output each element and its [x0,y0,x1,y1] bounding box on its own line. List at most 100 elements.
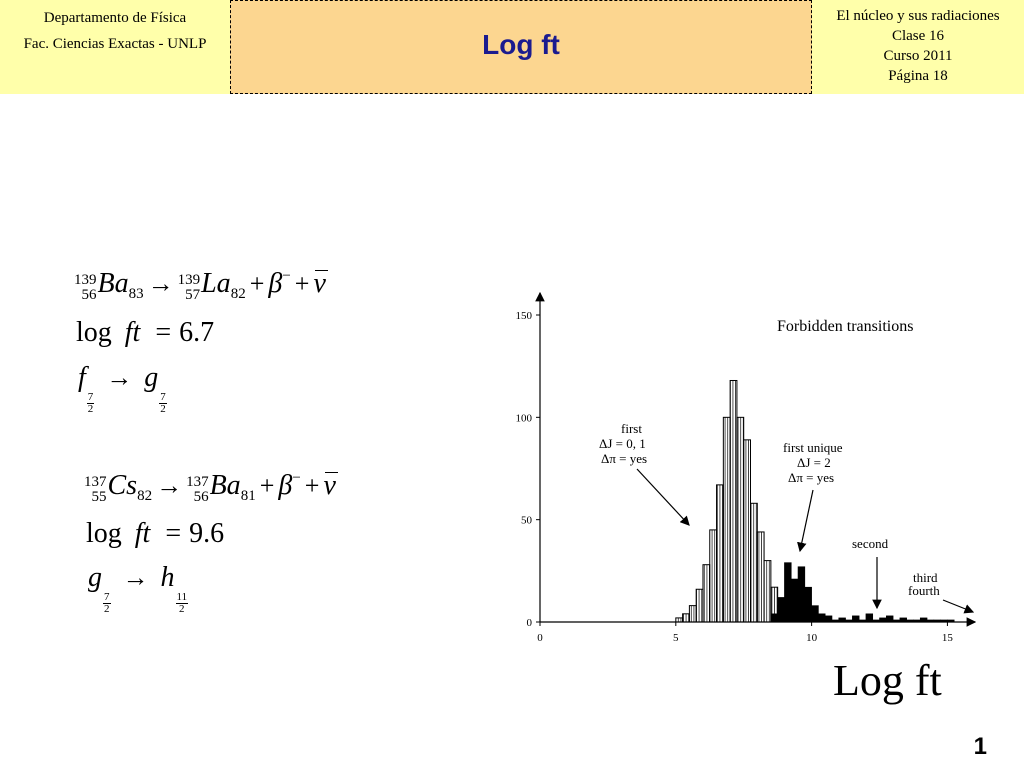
histogram-bar-allowed [702,564,711,623]
annotation-fourth: fourth [908,583,940,598]
j-numerator: 7 [103,591,111,604]
element-symbol: La [201,268,231,299]
histogram-bar-allowed [675,617,684,623]
x-tick-label: 0 [537,632,543,644]
charge-sign: − [292,470,301,486]
mass-number: 139 [177,272,201,289]
arrow-first [636,468,690,526]
histogram-bar-forbidden [818,613,826,623]
equals-sign: = [165,518,182,549]
class-number: Clase 16 [891,28,945,44]
ft-text: ft [134,518,151,549]
histogram-bar-forbidden [804,586,812,623]
x-tick-label: 5 [673,632,679,644]
j-denominator: 2 [87,403,94,415]
arrow: → [147,269,174,298]
beta-symbol: β [278,470,293,501]
histogram-bar-allowed [743,439,751,623]
logft-value: 6.7 [179,317,215,348]
histogram-bar-allowed [763,560,772,623]
department-label: Departamento de Física [43,10,187,26]
histogram-bar-forbidden [824,615,833,623]
annotation-first-unique: first unique ΔJ = 2 Δπ = yes [783,440,843,485]
annotation-second: second [852,536,889,551]
histogram-bar-forbidden [879,617,887,623]
y-tick-label: 150 [516,310,533,322]
j-denominator: 2 [104,603,110,615]
x-axis-label: Log ft [833,656,942,705]
arrow: → [156,471,183,500]
cs-decay-equation: 137 55 Cs82 → 137 56 Ba81 + β− + ν [84,470,339,505]
plus-sign: + [259,471,275,500]
annotation-text: ΔJ = 2 [797,455,831,470]
header-left-panel: Departamento de Física Fac. Ciencias Exa… [0,0,230,94]
equals-sign: = [155,317,172,348]
arrow-first-unique [797,489,814,553]
histogram-bar-allowed [736,416,745,623]
arrow: → [106,363,133,392]
histogram-bar-forbidden [865,613,874,623]
histogram-bar-forbidden [784,562,792,623]
logft-histogram: 0 50 100 150 0 5 10 15 Forbidden transitions fi… [516,291,977,705]
header-title-panel: Log ft [230,0,812,94]
j-denominator: 2 [160,403,166,415]
histogram-bar-forbidden [919,617,928,623]
page-number: 1 [973,733,987,760]
x-tick-label: 15 [942,632,954,644]
histogram-bar-allowed [682,613,690,623]
logft-value: 9.6 [189,518,225,549]
histogram-bar-allowed [716,484,724,623]
ba-logft-equation: log ft = 6.7 [76,317,214,349]
beta-symbol: β [268,268,283,299]
neutron-number: 82 [230,286,246,302]
histogram-bar-forbidden [770,613,778,623]
histogram-bar-allowed [688,605,697,623]
header-right-panel: El núcleo y sus radiaciones Clase 16 Cur… [812,0,1024,94]
arrow-third-fourth [942,599,975,614]
histogram-bar-forbidden [790,578,799,623]
histogram-bar-forbidden [852,615,860,623]
histogram-bar-forbidden [886,615,894,623]
histogram-bar-forbidden [838,617,846,623]
mass-number: 137 [84,474,107,491]
histogram-bar-forbidden [777,597,785,623]
y-tick-label: 0 [527,617,533,629]
course-year: Curso 2011 [883,48,953,64]
histogram-bar-allowed [709,529,718,623]
atomic-number: 56 [81,287,97,304]
histogram-bar-allowed [695,588,704,623]
page-label: Página 18 [888,68,948,84]
element-symbol: Ba [209,470,241,501]
arrow: → [122,563,149,592]
plus-sign: + [304,471,320,500]
element-symbol: Cs [107,470,138,501]
annotation-text: first [621,421,642,436]
neutron-number: 83 [128,286,144,302]
final-orbital: g [144,362,159,393]
histogram-bar-allowed [729,379,738,623]
j-denominator: 2 [179,603,185,615]
log-text: log [86,518,122,549]
atomic-number: 57 [185,287,201,304]
ft-text: ft [124,317,141,348]
element-symbol: Ba [97,268,129,299]
histogram-bar-allowed [722,416,731,623]
annotation-text: first unique [783,440,843,455]
initial-orbital: g [88,562,102,593]
initial-orbital: f [78,362,86,393]
annotation-first: first ΔJ = 0, 1 Δπ = yes [599,421,647,466]
cs-logft-equation: log ft = 9.6 [86,518,224,550]
neutron-number: 81 [240,488,256,504]
j-numerator: 11 [175,591,189,604]
histogram-bar-forbidden [899,617,907,623]
log-text: log [76,317,112,348]
antineutrino-symbol: ν [313,268,329,299]
mass-number: 137 [186,474,209,491]
histogram-bar-forbidden [811,605,819,623]
annotation-text: Δπ = yes [788,470,834,485]
mass-number: 139 [74,272,97,289]
y-tick-label: 100 [516,412,533,424]
slide-title: Log ft [482,29,560,60]
